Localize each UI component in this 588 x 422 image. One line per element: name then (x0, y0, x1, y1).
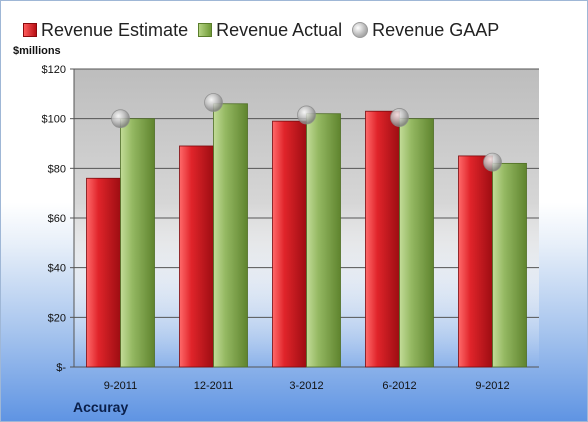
legend-item-actual: Revenue Actual (198, 20, 342, 41)
bar-revenue-actual (120, 118, 155, 368)
bar-revenue-actual (306, 113, 341, 368)
y-axis-unit-label: $millions (13, 45, 61, 57)
bar-revenue-actual (213, 103, 248, 368)
bar-revenue-estimate (458, 155, 493, 368)
bar-revenue-estimate (179, 145, 214, 368)
legend-label-estimate: Revenue Estimate (41, 19, 189, 40)
legend-label-gaap: Revenue GAAP (372, 19, 500, 40)
y-tick-label: $40 (48, 263, 66, 275)
x-tick-label: 12-2011 (194, 380, 234, 392)
bar-revenue-estimate (272, 120, 307, 368)
bar-revenue-actual (399, 118, 434, 368)
y-tick-label: $100 (42, 114, 66, 126)
bar-revenue-estimate (365, 110, 400, 368)
legend-item-estimate: Revenue Estimate (23, 20, 188, 41)
x-tick-label: 9-2011 (104, 380, 137, 392)
legend-swatch-gaap (352, 22, 369, 38)
y-tick-label: $60 (48, 213, 66, 225)
x-tick-label: 6-2012 (382, 380, 416, 392)
legend-label-actual: Revenue Actual (216, 19, 343, 40)
y-tick-label: $- (56, 362, 66, 374)
marker-revenue-gaap (483, 152, 502, 172)
bar-revenue-estimate (86, 177, 121, 368)
marker-revenue-gaap (111, 109, 130, 129)
bar-revenue-actual (492, 162, 527, 368)
marker-revenue-gaap (204, 93, 223, 112)
marker-revenue-gaap (390, 108, 409, 127)
legend: Revenue Estimate Revenue Actual Revenue … (23, 15, 509, 45)
legend-swatch-estimate (23, 23, 37, 37)
company-name: Accuray (73, 399, 129, 415)
y-tick-label: $120 (42, 64, 66, 76)
x-tick-label: 3-2012 (289, 380, 323, 392)
x-tick-label: 9-2012 (475, 380, 509, 392)
marker-revenue-gaap (297, 105, 316, 125)
y-tick-label: $20 (48, 312, 66, 324)
legend-item-gaap: Revenue GAAP (352, 20, 499, 41)
y-tick-label: $80 (48, 163, 66, 175)
legend-swatch-actual (198, 23, 213, 37)
